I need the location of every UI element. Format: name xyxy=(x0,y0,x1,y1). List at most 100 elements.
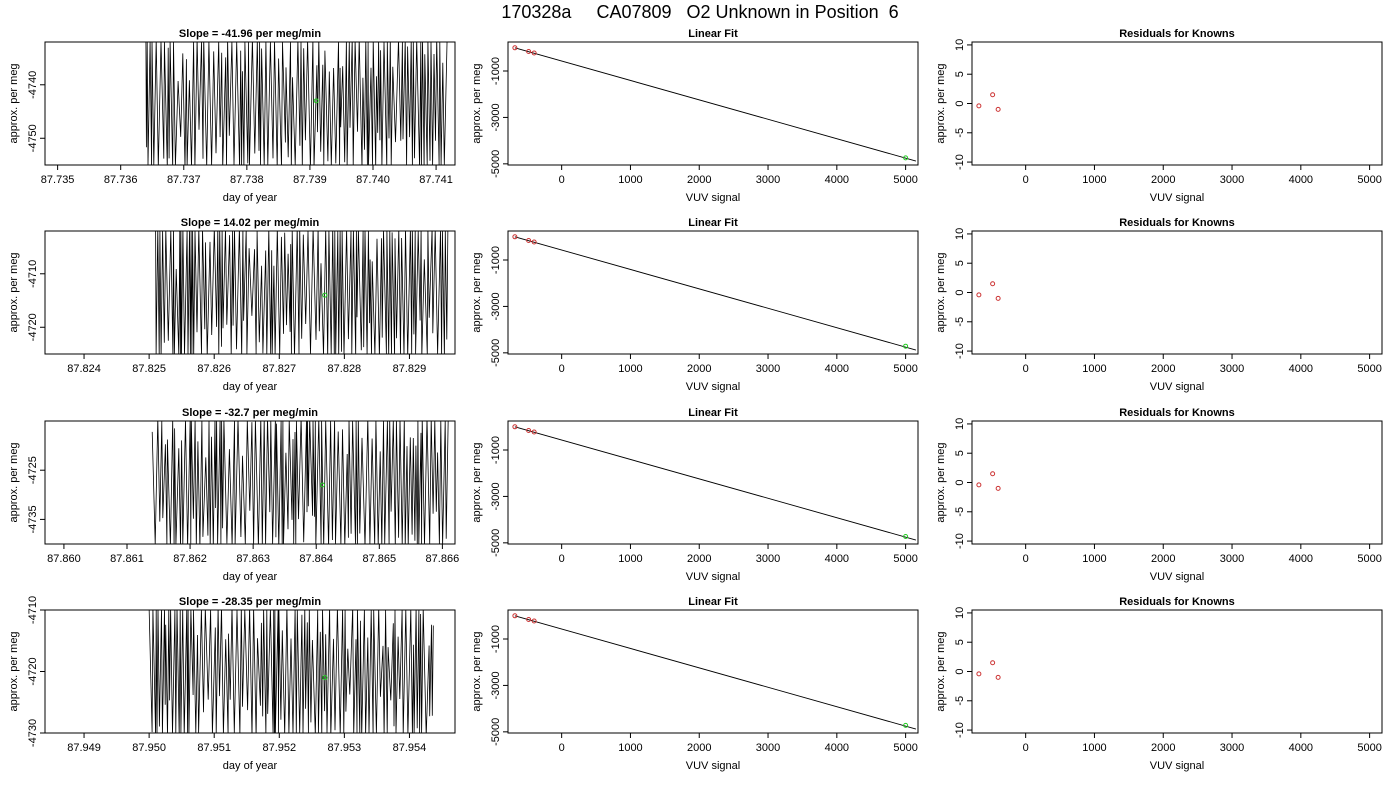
x-axis-label: VUV signal xyxy=(1150,381,1204,393)
x-tick-label: 2000 xyxy=(1151,553,1175,565)
x-tick-label: 87.865 xyxy=(362,553,396,565)
y-axis-label: approx. per meg xyxy=(935,252,947,332)
x-axis-label: VUV signal xyxy=(686,760,740,772)
x-tick-label: 87.866 xyxy=(426,553,460,565)
x-tick-label: 4000 xyxy=(1289,742,1313,754)
y-axis-label: approx. per meg xyxy=(8,63,20,143)
panel-resid-3: Residuals for Knowns 0 1000 2000 3000 4000 500… xyxy=(935,407,1383,583)
x-tick-label: 3000 xyxy=(756,742,780,754)
x-axis-label: VUV signal xyxy=(1150,192,1204,204)
x-tick-label: 1000 xyxy=(618,363,642,375)
y-tick-label: -1000 xyxy=(490,436,502,464)
x-tick-label: 5000 xyxy=(1357,174,1381,186)
x-axis-label: VUV signal xyxy=(686,571,740,583)
known-point xyxy=(526,428,532,434)
y-tick-label: 5 xyxy=(954,450,966,456)
x-tick-label: 0 xyxy=(559,174,565,186)
residual-point xyxy=(976,103,982,109)
y-tick-label: -5000 xyxy=(490,718,502,746)
panel-title: Linear Fit xyxy=(688,596,738,608)
plot-area xyxy=(976,471,1001,491)
unknown-point xyxy=(903,722,909,728)
x-tick-label: 87.824 xyxy=(67,363,101,375)
plot-frame xyxy=(507,609,919,734)
known-point xyxy=(512,45,518,51)
plot-frame xyxy=(971,41,1383,166)
fit-line xyxy=(514,615,917,730)
residual-point xyxy=(995,295,1001,301)
x-axis-label: VUV signal xyxy=(686,192,740,204)
y-tick-label: -5 xyxy=(954,317,966,327)
y-tick-label: 10 xyxy=(954,39,966,51)
x-tick-label: 5000 xyxy=(893,553,917,565)
trace-line xyxy=(155,231,449,354)
trace-line xyxy=(151,421,449,544)
y-axis-label: approx. per meg xyxy=(471,63,483,143)
plot-frame xyxy=(507,420,919,545)
x-tick-label: 0 xyxy=(1023,174,1029,186)
panel-title: Slope = -32.7 per meg/min xyxy=(182,407,318,419)
plot-frame xyxy=(971,609,1383,734)
x-tick-label: 1000 xyxy=(1082,553,1106,565)
panel-timeseries-4: Slope = -28.35 per meg/min 87.949 87.950 87… xyxy=(8,596,456,772)
plot-area xyxy=(512,234,917,351)
y-tick-label: 10 xyxy=(954,228,966,240)
x-tick-label: 87.829 xyxy=(393,363,427,375)
plot-frame xyxy=(44,230,456,355)
panel-title: Residuals for Knowns xyxy=(1119,596,1235,608)
x-tick-label: 87.863 xyxy=(236,553,270,565)
panel-title: Slope = 14.02 per meg/min xyxy=(181,217,320,229)
x-tick-label: 3000 xyxy=(1220,553,1244,565)
x-tick-label: 3000 xyxy=(1220,363,1244,375)
known-point xyxy=(512,613,518,619)
x-axis-label: VUV signal xyxy=(686,381,740,393)
panel-title: Residuals for Knowns xyxy=(1119,407,1235,419)
x-tick-label: 1000 xyxy=(1082,174,1106,186)
x-tick-label: 4000 xyxy=(825,742,849,754)
x-tick-label: 87.741 xyxy=(419,174,453,186)
unknown-point xyxy=(322,675,328,681)
x-tick-label: 2000 xyxy=(687,363,711,375)
plot-frame xyxy=(44,609,456,734)
known-point xyxy=(531,50,537,56)
residual-point xyxy=(990,471,996,477)
y-axis-label: approx. per meg xyxy=(935,631,947,711)
unknown-point xyxy=(320,482,326,488)
x-axis-label: day of year xyxy=(223,760,278,772)
panel-title: Residuals for Knowns xyxy=(1119,28,1235,40)
y-tick-label: 5 xyxy=(954,260,966,266)
y-tick-label: -10 xyxy=(954,533,966,549)
y-tick-label: -5 xyxy=(954,507,966,517)
x-tick-label: 1000 xyxy=(618,174,642,186)
plot-area xyxy=(145,42,448,165)
panel-fit-1: Linear Fit 0 1000 2000 3000 4000 5000 -5000 -300… xyxy=(471,28,919,204)
figure-title: 170328a CA07809 O2 Unknown in Position 6 xyxy=(501,2,899,22)
x-tick-label: 87.736 xyxy=(104,174,138,186)
y-tick-label: -4720 xyxy=(27,657,39,685)
y-axis-label: approx. per meg xyxy=(935,442,947,522)
panel-timeseries-3: Slope = -32.7 per meg/min 87.860 87.861 87.… xyxy=(8,407,459,583)
y-tick-label: -5000 xyxy=(490,339,502,367)
y-tick-label: -4735 xyxy=(27,505,39,533)
y-tick-label: -4740 xyxy=(27,71,39,99)
known-point xyxy=(526,49,532,55)
x-tick-label: 87.825 xyxy=(132,363,166,375)
x-tick-label: 0 xyxy=(559,742,565,754)
panel-fit-2: Linear Fit 0 1000 2000 3000 4000 5000 -5000 -300… xyxy=(471,217,919,393)
x-axis-label: day of year xyxy=(223,381,278,393)
known-point xyxy=(531,429,537,435)
y-axis-label: approx. per meg xyxy=(471,252,483,332)
residual-point xyxy=(995,674,1001,680)
trace-line xyxy=(148,610,434,733)
x-tick-label: 4000 xyxy=(1289,553,1313,565)
plot-frame xyxy=(507,41,919,166)
x-tick-label: 0 xyxy=(1023,363,1029,375)
x-tick-label: 5000 xyxy=(1357,553,1381,565)
plot-area xyxy=(512,424,917,541)
y-axis-label: approx. per meg xyxy=(8,252,20,332)
panel-resid-1: Residuals for Knowns 0 1000 2000 3000 4000 500… xyxy=(935,28,1383,204)
x-axis-label: day of year xyxy=(223,571,278,583)
unknown-point xyxy=(903,534,909,540)
plot-area xyxy=(976,281,1001,301)
